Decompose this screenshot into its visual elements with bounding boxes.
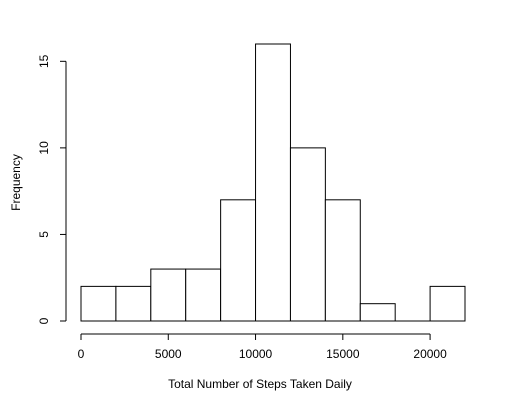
histogram-bar — [324, 199, 361, 322]
x-tick-label: 0 — [78, 347, 85, 361]
x-tick-label: 5000 — [155, 347, 182, 361]
x-axis-title: Total Number of Steps Taken Daily — [168, 377, 352, 391]
y-axis-ticks: 0 5 10 15 — [37, 54, 66, 324]
y-tick-label: 0 — [37, 317, 51, 324]
histogram-bar — [220, 199, 257, 322]
x-tick-label: 15000 — [326, 347, 360, 361]
histogram-bar — [429, 285, 466, 322]
x-tick-label: 10000 — [239, 347, 273, 361]
histogram-bar — [289, 147, 326, 322]
y-tick-label: 15 — [37, 54, 51, 68]
x-axis-ticks: 0 5000 10000 15000 20000 — [78, 334, 447, 361]
histogram-bar — [255, 43, 291, 322]
histogram-bars — [80, 43, 466, 322]
x-tick-label: 20000 — [413, 347, 447, 361]
histogram-bar — [80, 285, 117, 322]
histogram-bar — [359, 303, 396, 322]
y-axis-title: Frequency — [9, 154, 23, 211]
y-tick-label: 5 — [37, 231, 51, 238]
y-tick-label: 10 — [37, 141, 51, 155]
histogram-bar — [150, 268, 187, 322]
histogram-bar — [115, 285, 152, 322]
histogram-bar — [185, 268, 222, 322]
